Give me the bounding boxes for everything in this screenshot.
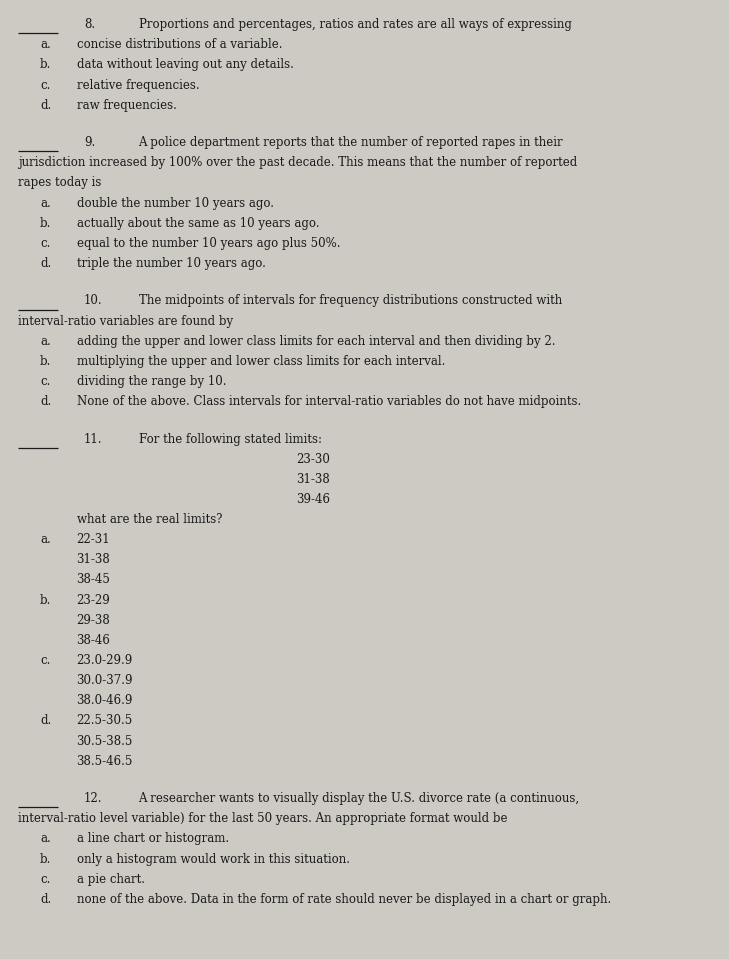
Text: double the number 10 years ago.: double the number 10 years ago. <box>77 197 273 210</box>
Text: 22-31: 22-31 <box>77 533 110 547</box>
Text: raw frequencies.: raw frequencies. <box>77 99 176 112</box>
Text: a.: a. <box>40 832 51 846</box>
Text: jurisdiction increased by 100% over the past decade. This means that the number : jurisdiction increased by 100% over the … <box>18 156 577 170</box>
Text: data without leaving out any details.: data without leaving out any details. <box>77 58 293 72</box>
Text: c.: c. <box>40 237 50 250</box>
Text: d.: d. <box>40 99 51 112</box>
Text: a.: a. <box>40 197 51 210</box>
Text: 31-38: 31-38 <box>297 473 330 486</box>
Text: 10.: 10. <box>84 294 103 308</box>
Text: adding the upper and lower class limits for each interval and then dividing by 2: adding the upper and lower class limits … <box>77 335 555 348</box>
Text: relative frequencies.: relative frequencies. <box>77 79 199 92</box>
Text: a.: a. <box>40 533 51 547</box>
Text: none of the above. Data in the form of rate should never be displayed in a chart: none of the above. Data in the form of r… <box>77 893 611 906</box>
Text: a.: a. <box>40 38 51 52</box>
Text: interval-ratio level variable) for the last 50 years. An appropriate format woul: interval-ratio level variable) for the l… <box>18 812 507 826</box>
Text: triple the number 10 years ago.: triple the number 10 years ago. <box>77 257 265 270</box>
Text: 12.: 12. <box>84 792 102 806</box>
Text: a.: a. <box>40 335 51 348</box>
Text: 31-38: 31-38 <box>77 553 110 567</box>
Text: concise distributions of a variable.: concise distributions of a variable. <box>77 38 282 52</box>
Text: 23-29: 23-29 <box>77 594 110 607</box>
Text: b.: b. <box>40 58 52 72</box>
Text: b.: b. <box>40 355 52 368</box>
Text: only a histogram would work in this situation.: only a histogram would work in this situ… <box>77 853 349 866</box>
Text: b.: b. <box>40 594 52 607</box>
Text: 38.5-46.5: 38.5-46.5 <box>77 755 133 768</box>
Text: 9.: 9. <box>84 136 95 150</box>
Text: b.: b. <box>40 217 52 230</box>
Text: For the following stated limits:: For the following stated limits: <box>139 433 321 446</box>
Text: 8.: 8. <box>84 18 95 32</box>
Text: None of the above. Class intervals for interval-ratio variables do not have midp: None of the above. Class intervals for i… <box>77 395 581 409</box>
Text: 38.0-46.9: 38.0-46.9 <box>77 694 133 708</box>
Text: a pie chart.: a pie chart. <box>77 873 144 886</box>
Text: c.: c. <box>40 654 50 667</box>
Text: A researcher wants to visually display the U.S. divorce rate (a continuous,: A researcher wants to visually display t… <box>139 792 580 806</box>
Text: 11.: 11. <box>84 433 102 446</box>
Text: d.: d. <box>40 714 51 728</box>
Text: equal to the number 10 years ago plus 50%.: equal to the number 10 years ago plus 50… <box>77 237 340 250</box>
Text: The midpoints of intervals for frequency distributions constructed with: The midpoints of intervals for frequency… <box>139 294 562 308</box>
Text: interval-ratio variables are found by: interval-ratio variables are found by <box>18 315 233 328</box>
Text: 30.0-37.9: 30.0-37.9 <box>77 674 133 688</box>
Text: c.: c. <box>40 79 50 92</box>
Text: what are the real limits?: what are the real limits? <box>77 513 222 526</box>
Text: d.: d. <box>40 893 51 906</box>
Text: 29-38: 29-38 <box>77 614 110 627</box>
Text: A police department reports that the number of reported rapes in their: A police department reports that the num… <box>139 136 563 150</box>
Text: a line chart or histogram.: a line chart or histogram. <box>77 832 229 846</box>
Text: 30.5-38.5: 30.5-38.5 <box>77 735 133 748</box>
Text: d.: d. <box>40 257 51 270</box>
Text: 38-46: 38-46 <box>77 634 110 647</box>
Text: d.: d. <box>40 395 51 409</box>
Text: b.: b. <box>40 853 52 866</box>
Text: 22.5-30.5: 22.5-30.5 <box>77 714 133 728</box>
Text: dividing the range by 10.: dividing the range by 10. <box>77 375 226 388</box>
Text: actually about the same as 10 years ago.: actually about the same as 10 years ago. <box>77 217 319 230</box>
Text: 23-30: 23-30 <box>297 453 330 466</box>
Text: Proportions and percentages, ratios and rates are all ways of expressing: Proportions and percentages, ratios and … <box>139 18 572 32</box>
Text: c.: c. <box>40 375 50 388</box>
Text: 39-46: 39-46 <box>297 493 330 506</box>
Text: multiplying the upper and lower class limits for each interval.: multiplying the upper and lower class li… <box>77 355 445 368</box>
Text: 23.0-29.9: 23.0-29.9 <box>77 654 133 667</box>
Text: rapes today is: rapes today is <box>18 176 101 190</box>
Text: 38-45: 38-45 <box>77 573 110 587</box>
Text: c.: c. <box>40 873 50 886</box>
